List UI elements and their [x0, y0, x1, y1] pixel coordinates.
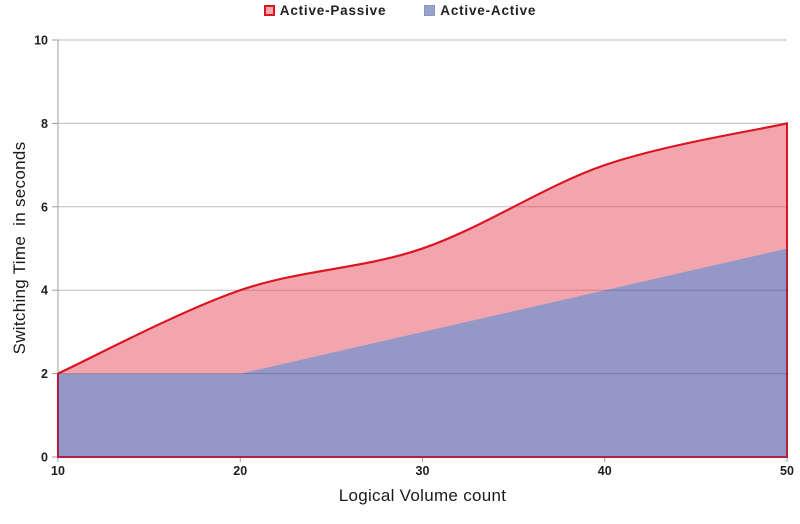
legend-item-active-active: Active-Active: [424, 3, 536, 18]
area-active-active: [58, 248, 787, 457]
x-tick-label: 50: [780, 464, 794, 478]
legend-item-active-passive: Active-Passive: [263, 3, 387, 18]
legend-label-active-active: Active-Active: [440, 3, 537, 18]
legend: Active-Passive Active-Active: [0, 3, 800, 18]
y-tick-label: 8: [41, 117, 48, 131]
series-active-passive-line: [57, 122, 788, 375]
x-tick-label: 20: [233, 464, 247, 478]
y-axis-title: Switching Time in seconds: [10, 141, 29, 355]
y-tick-label: 2: [41, 367, 48, 381]
y-tick-label: 10: [34, 34, 48, 48]
y-tick-label: 4: [41, 284, 48, 298]
x-tick-label: 40: [598, 464, 612, 478]
legend-marker-active-active-icon: [424, 5, 436, 16]
y-tick-label: 6: [41, 200, 48, 214]
legend-label-active-passive: Active-Passive: [279, 3, 387, 18]
x-tick-label: 10: [51, 464, 65, 478]
y-tick-label: 0: [41, 451, 48, 465]
x-axis-title: Logical Volume count: [338, 486, 507, 505]
legend-marker-active-passive-icon: [263, 5, 275, 16]
x-tick-label: 30: [416, 464, 430, 478]
